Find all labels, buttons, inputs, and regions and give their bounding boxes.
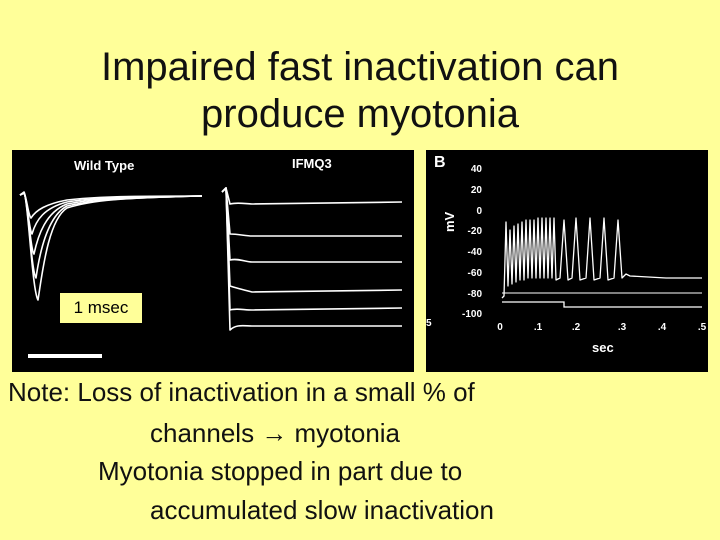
x-tick: .4 <box>657 322 667 333</box>
stimulus-trace <box>502 301 702 308</box>
wt-trace-5 <box>19 192 203 219</box>
voltage-trace-svg <box>501 217 702 308</box>
y-tick: -60 <box>467 268 482 279</box>
note-line-3: Myotonia stopped in part due to <box>98 456 463 486</box>
y-tick: 0 <box>476 206 482 217</box>
y-tick: -100 <box>461 309 482 320</box>
ifmq3-trace-1 <box>221 187 402 331</box>
edge-tick: 5 <box>426 318 432 329</box>
x-tick: .5 <box>697 322 707 333</box>
wt-trace-1 <box>19 191 203 301</box>
title-line-2: produce myotonia <box>201 92 519 136</box>
x-tick: .3 <box>617 322 627 333</box>
x-tick: .1 <box>533 322 543 333</box>
ifmq3-trace-4 <box>221 187 402 263</box>
x-tick: .2 <box>571 322 581 333</box>
y-tick: 20 <box>470 185 482 196</box>
y-tick: -40 <box>467 247 482 258</box>
scale-label-box: 1 msec <box>60 293 142 323</box>
action-potential-trace <box>501 217 702 299</box>
current-traces-svg <box>19 187 403 358</box>
x-axis-label: sec <box>592 340 614 355</box>
wild-type-label: Wild Type <box>74 158 135 173</box>
x-tick: 0 <box>497 322 503 333</box>
y-tick: -20 <box>467 226 482 237</box>
title-line-1: Impaired fast inactivation can <box>100 45 620 89</box>
note-line-1: Note: Loss of inactivation in a small % … <box>8 377 475 407</box>
slide-title: Impaired fast inactivation can produce m… <box>0 44 720 138</box>
ifmq3-trace-6 <box>221 187 403 205</box>
note-line-4: accumulated slow inactivation <box>150 495 494 525</box>
current-traces-panel: Wild Type IFMQ3 <box>12 150 414 372</box>
ifmq3-trace-2 <box>221 187 403 311</box>
y-tick: 40 <box>470 164 482 175</box>
y-tick: -80 <box>467 289 482 300</box>
ifmq3-label: IFMQ3 <box>292 156 332 171</box>
ifmq3-trace-5 <box>221 187 402 237</box>
voltage-panel: B mV sec 40 20 0 -20 -40 -60 -80 -100 0 … <box>426 150 708 372</box>
ifmq3-trace-3 <box>221 187 403 293</box>
panel-b-label: B <box>434 154 446 171</box>
note-line-2: channels → myotonia <box>150 418 401 448</box>
scale-label: 1 msec <box>73 298 129 317</box>
